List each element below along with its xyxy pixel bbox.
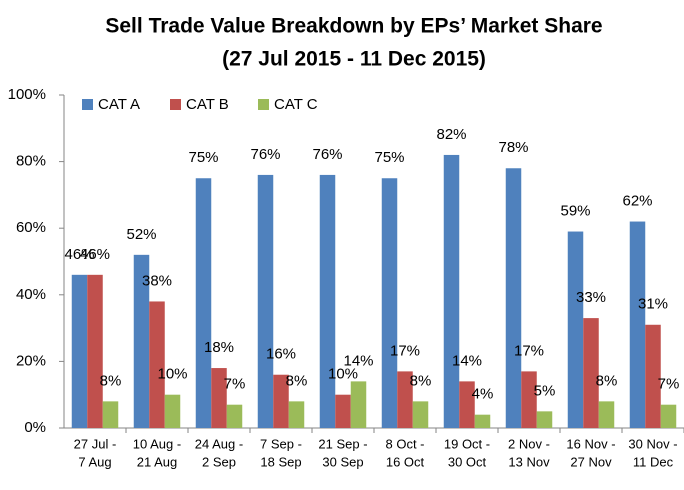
bar	[660, 404, 677, 428]
value-label: 46%	[80, 246, 110, 263]
chart-title: Sell Trade Value Breakdown by EPs’ Marke…	[105, 15, 602, 38]
value-label: 5%	[534, 382, 556, 399]
x-tick-label: 21 Sep -	[318, 436, 367, 451]
bar	[87, 274, 103, 428]
value-label: 16%	[266, 346, 296, 363]
bar	[412, 401, 429, 428]
x-tick-label: 16 Nov -	[566, 436, 615, 451]
bar	[629, 221, 646, 428]
value-label: 8%	[100, 372, 122, 389]
x-tick-label: 19 Oct -	[444, 436, 490, 451]
x-tick-label: 10 Aug -	[133, 436, 181, 451]
value-label: 14%	[452, 352, 482, 369]
x-tick-label: 16 Oct	[386, 454, 425, 469]
value-label: 17%	[390, 342, 420, 359]
bar	[567, 231, 584, 428]
value-label: 10%	[157, 366, 187, 383]
bar	[459, 381, 475, 428]
value-label: 17%	[514, 342, 544, 359]
x-tick-label: 27 Nov	[570, 454, 612, 469]
x-tick-label: 2 Sep	[202, 454, 236, 469]
bar	[397, 371, 413, 428]
x-tick-label: 30 Nov -	[628, 436, 677, 451]
bar	[102, 401, 119, 428]
bar	[583, 318, 599, 428]
value-label: 75%	[374, 149, 404, 166]
value-label: 8%	[410, 372, 432, 389]
bar	[164, 394, 181, 428]
legend-label: CAT C	[274, 96, 318, 113]
y-tick-label: 60%	[16, 219, 46, 236]
bar	[149, 301, 165, 428]
value-label: 18%	[204, 339, 234, 356]
y-tick-label: 100%	[8, 86, 46, 103]
x-tick-label: 7 Sep -	[260, 436, 302, 451]
x-tick-label: 13 Nov	[508, 454, 550, 469]
x-tick-label: 2 Nov -	[508, 436, 550, 451]
x-tick-label: 24 Aug -	[195, 436, 243, 451]
bar	[645, 324, 661, 428]
value-label: 7%	[658, 376, 680, 393]
value-label: 78%	[498, 139, 528, 156]
value-label: 38%	[142, 272, 172, 289]
bar	[211, 368, 227, 428]
bar	[71, 274, 88, 428]
y-tick-label: 80%	[16, 153, 46, 170]
bar	[598, 401, 615, 428]
bar	[521, 371, 537, 428]
value-label: 76%	[250, 146, 280, 163]
legend-label: CAT B	[186, 96, 229, 113]
value-label: 10%	[328, 366, 358, 383]
chart-subtitle: (27 Jul 2015 - 11 Dec 2015)	[222, 48, 486, 71]
legend-label: CAT A	[98, 96, 140, 113]
value-label: 75%	[188, 149, 218, 166]
x-tick-label: 30 Oct	[448, 454, 487, 469]
x-tick-label: 18 Sep	[260, 454, 301, 469]
bar	[257, 174, 274, 428]
bar	[536, 411, 553, 428]
bar	[226, 404, 243, 428]
bar	[335, 394, 351, 428]
x-tick-label: 11 Dec	[633, 454, 674, 469]
x-tick-label: 27 Jul -	[74, 436, 117, 451]
bar	[288, 401, 305, 428]
value-label: 14%	[343, 352, 373, 369]
value-label: 59%	[560, 202, 590, 219]
value-label: 46%	[64, 246, 94, 263]
bar	[443, 154, 460, 428]
x-tick-label: 30 Sep	[322, 454, 363, 469]
bar	[133, 254, 150, 428]
y-tick-label: 40%	[16, 286, 46, 303]
bar	[381, 178, 398, 428]
value-label: 31%	[638, 296, 668, 313]
value-label: 82%	[436, 126, 466, 143]
x-tick-label: 8 Oct -	[385, 436, 424, 451]
bar	[319, 174, 336, 428]
bar	[350, 381, 367, 428]
legend-swatch	[258, 99, 269, 110]
y-tick-label: 0%	[24, 419, 46, 436]
y-tick-label: 20%	[16, 352, 46, 369]
bar	[195, 178, 212, 428]
value-label: 8%	[596, 372, 618, 389]
x-tick-label: 21 Aug	[137, 454, 178, 469]
legend-swatch	[82, 99, 93, 110]
x-tick-label: 7 Aug	[78, 454, 111, 469]
value-label: 62%	[622, 193, 652, 210]
bar	[273, 374, 289, 428]
value-label: 4%	[472, 386, 494, 403]
value-label: 8%	[286, 372, 308, 389]
value-label: 7%	[224, 376, 246, 393]
value-label: 33%	[576, 289, 606, 306]
value-label: 76%	[312, 146, 342, 163]
bar	[505, 168, 522, 428]
legend-swatch	[170, 99, 181, 110]
value-label: 52%	[126, 226, 156, 243]
bar	[474, 414, 491, 428]
